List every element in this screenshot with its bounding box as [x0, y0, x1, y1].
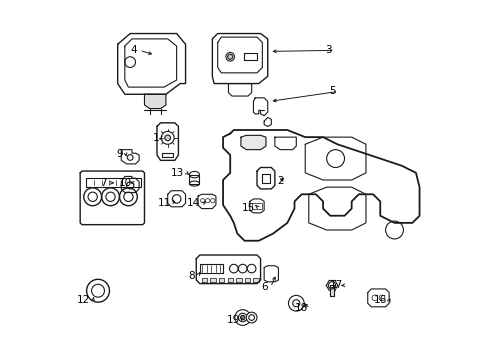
Text: 16: 16	[373, 295, 386, 305]
Polygon shape	[196, 255, 260, 284]
Text: 10: 10	[119, 178, 132, 188]
Text: 6: 6	[261, 282, 267, 292]
Text: 19: 19	[226, 315, 240, 325]
Polygon shape	[264, 266, 278, 282]
Text: 17: 17	[329, 280, 342, 291]
Polygon shape	[329, 285, 333, 296]
Circle shape	[164, 135, 170, 141]
Text: 2: 2	[277, 176, 283, 186]
Text: 7: 7	[100, 178, 107, 188]
Text: 15: 15	[242, 203, 255, 212]
Text: 8: 8	[188, 271, 195, 281]
Polygon shape	[236, 278, 241, 282]
Text: 13: 13	[170, 168, 183, 178]
Text: 12: 12	[77, 296, 90, 305]
Circle shape	[240, 315, 244, 320]
Polygon shape	[157, 123, 178, 160]
Polygon shape	[212, 33, 267, 84]
Polygon shape	[144, 94, 165, 109]
Polygon shape	[253, 278, 258, 282]
Text: 5: 5	[328, 86, 335, 96]
Text: 18: 18	[294, 302, 307, 312]
Circle shape	[246, 312, 257, 323]
Text: 1: 1	[153, 133, 159, 143]
Circle shape	[227, 54, 232, 59]
Text: 14: 14	[187, 198, 200, 208]
Polygon shape	[253, 98, 267, 116]
Text: 11: 11	[158, 198, 171, 207]
Text: 3: 3	[325, 45, 331, 55]
Polygon shape	[257, 167, 274, 189]
Polygon shape	[249, 199, 264, 213]
Polygon shape	[241, 135, 265, 150]
Ellipse shape	[189, 171, 199, 178]
Polygon shape	[227, 278, 232, 282]
Polygon shape	[210, 278, 215, 282]
Polygon shape	[198, 194, 216, 208]
Polygon shape	[121, 150, 139, 164]
Polygon shape	[219, 278, 224, 282]
Text: 4: 4	[130, 45, 136, 55]
Polygon shape	[223, 130, 419, 241]
Circle shape	[86, 279, 109, 302]
Polygon shape	[80, 171, 144, 225]
Text: 9: 9	[116, 149, 123, 159]
Polygon shape	[367, 289, 388, 307]
Polygon shape	[118, 33, 185, 94]
Polygon shape	[167, 191, 185, 207]
Circle shape	[234, 310, 250, 325]
Polygon shape	[121, 176, 139, 193]
Polygon shape	[201, 278, 206, 282]
Polygon shape	[244, 278, 250, 282]
